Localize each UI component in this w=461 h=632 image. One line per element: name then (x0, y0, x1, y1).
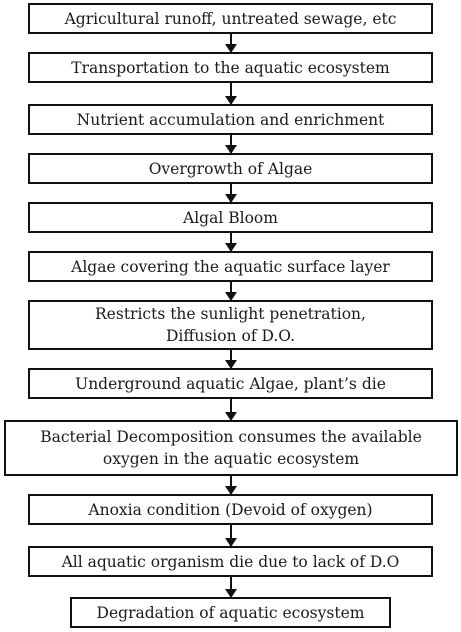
step-algae-overgrowth: Overgrowth of Algae (28, 153, 433, 184)
flow-arrow (225, 233, 237, 252)
flow-arrow (225, 135, 237, 154)
step-anoxia-condition: Anoxia condition (Devoid of oxygen) (28, 494, 433, 525)
flow-arrow (225, 34, 237, 53)
step-bacterial-decomposition: Bacterial Decomposition consumes the ava… (4, 420, 458, 476)
step-agricultural-runoff: Agricultural runoff, untreated sewage, e… (28, 3, 433, 34)
step-transportation: Transportation to the aquatic ecosystem (28, 52, 433, 83)
flow-arrow (225, 525, 237, 547)
step-algae-covering-surface: Algae covering the aquatic surface layer (28, 251, 433, 282)
step-nutrient-accumulation: Nutrient accumulation and enrichment (28, 104, 433, 135)
flow-arrow (225, 184, 237, 203)
step-underground-algae-die: Underground aquatic Algae, plant’s die (28, 368, 433, 399)
step-restricts-sunlight: Restricts the sunlight penetration, Diff… (28, 300, 433, 350)
flow-arrow (225, 83, 237, 105)
flow-arrow (225, 282, 237, 301)
flow-arrow (225, 577, 237, 598)
step-ecosystem-degradation: Degradation of aquatic ecosystem (70, 597, 391, 628)
flow-arrow (225, 476, 237, 495)
step-aquatic-organisms-die: All aquatic organism die due to lack of … (28, 546, 433, 577)
flow-arrow (225, 350, 237, 369)
flow-arrow (225, 399, 237, 421)
step-algal-bloom: Algal Bloom (28, 202, 433, 233)
